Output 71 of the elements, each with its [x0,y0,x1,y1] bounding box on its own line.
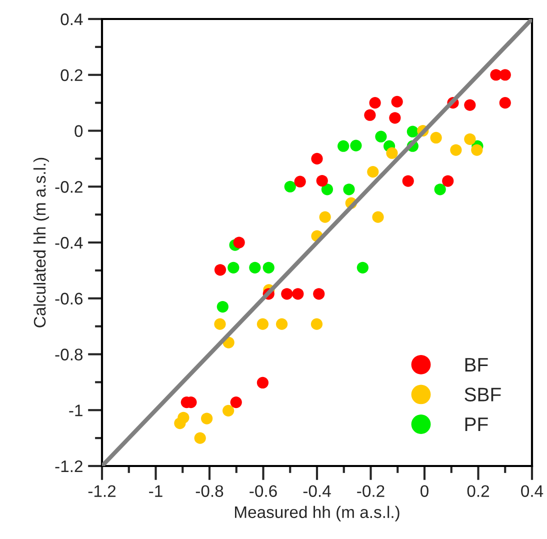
point [249,262,261,274]
y-axis-title: Calculated hh (m a.s.l.) [33,158,49,328]
point [321,184,334,196]
point [343,184,355,196]
point [313,288,325,300]
point [402,175,414,187]
x-tick-label: -1 [149,485,162,497]
x-tick-label: -0.2 [357,485,384,497]
point [228,262,240,274]
point [316,174,328,187]
point [174,417,186,430]
x-tick-label: -0.4 [303,485,331,497]
x-axis-title: Measured hh (m a.s.l.) [235,506,400,522]
point [222,404,234,416]
point [350,140,362,152]
point [216,300,228,313]
point [294,176,306,188]
point [201,412,213,424]
point [369,97,381,109]
y-tick-label: -0.8 [55,348,83,360]
point [194,432,206,444]
point [356,262,368,274]
x-tick-label: 0.4 [521,485,544,497]
point [442,175,454,187]
point [311,152,323,164]
point [292,288,304,300]
point [256,376,269,389]
point [406,126,418,138]
point [364,109,376,121]
y-tick-label: -0.6 [55,292,83,305]
x-tick-label: -0.6 [250,485,277,497]
point [464,133,476,145]
x-tick-label: -0.8 [196,485,224,497]
point [434,184,446,196]
point [386,147,398,159]
point [450,144,462,156]
point [262,262,274,274]
point [464,99,476,111]
legend-label: SBF [464,388,501,402]
point [276,318,288,330]
legend-label: PF [465,418,488,432]
y-tick-label: 0.4 [60,13,83,26]
point [310,318,323,330]
y-tick-label: -1.2 [55,460,82,472]
point [499,69,511,81]
point [230,396,242,408]
x-tick-label: -1.2 [88,485,116,497]
point [367,166,379,178]
point [375,130,387,142]
point [389,112,401,124]
point [430,132,442,144]
point [372,211,384,223]
point [233,236,245,248]
point [499,97,511,109]
y-tick-label: -1 [69,404,82,416]
y-tick-label: 0.2 [60,69,82,82]
point [284,180,296,192]
point [391,96,403,108]
point [338,140,350,152]
point [319,211,331,223]
point [281,288,293,300]
legend-label: BF [465,358,488,372]
x-tick-label: 0 [420,485,428,497]
point [256,318,269,330]
y-tick-label: 0 [74,125,83,137]
y-tick-label: -0.4 [55,236,83,249]
x-tick-label: 0.2 [467,485,489,497]
point [214,264,226,276]
point [471,144,483,156]
point [214,318,226,330]
y-tick-label: -0.2 [55,181,82,193]
